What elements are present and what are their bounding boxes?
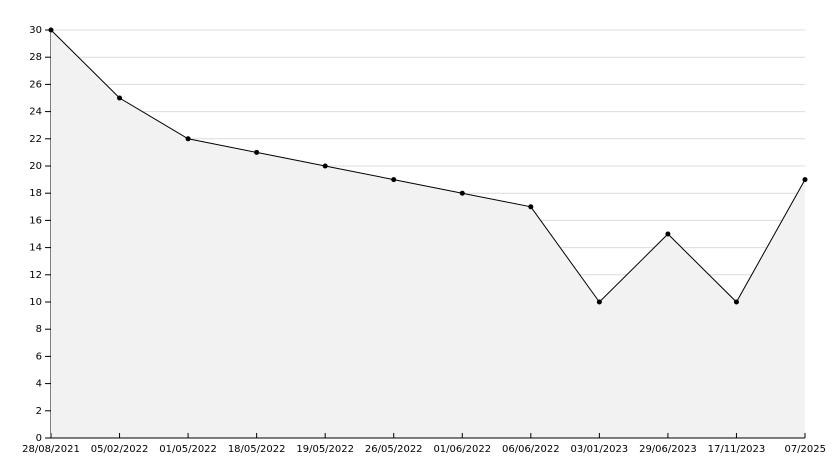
point-marker xyxy=(391,177,397,183)
point-marker xyxy=(185,136,191,142)
x-tick-label: 03/01/2023 xyxy=(571,444,629,455)
x-tick-label: 29/06/2023 xyxy=(639,444,697,455)
x-tick-label: 01/05/2022 xyxy=(159,444,217,455)
y-tick-label: 16 xyxy=(29,215,42,226)
point-marker xyxy=(254,149,260,155)
point-marker xyxy=(459,190,465,196)
point-marker xyxy=(117,95,123,101)
point-marker xyxy=(48,27,54,33)
point-marker xyxy=(665,231,671,237)
x-tick-label: 18/05/2022 xyxy=(228,444,286,455)
point-marker xyxy=(802,177,808,183)
point-marker xyxy=(322,163,328,169)
x-tick-label: 28/08/2021 xyxy=(22,444,80,455)
point-marker xyxy=(528,204,534,210)
x-tick-label: 19/05/2022 xyxy=(296,444,354,455)
x-tick-label: 26/05/2022 xyxy=(365,444,423,455)
y-tick-label: 30 xyxy=(29,25,42,36)
y-tick-label: 0 xyxy=(36,433,42,444)
x-tick-label: 06/06/2022 xyxy=(502,444,560,455)
x-tick-label: 01/06/2022 xyxy=(433,444,491,455)
point-marker xyxy=(733,299,739,305)
point-marker xyxy=(596,299,602,305)
area-fill xyxy=(51,30,805,438)
y-tick-label: 22 xyxy=(29,134,42,145)
y-tick-label: 28 xyxy=(29,52,42,63)
x-tick-label: 17/11/2023 xyxy=(708,444,766,455)
y-tick-label: 20 xyxy=(29,161,42,172)
y-tick-label: 24 xyxy=(29,107,42,118)
y-tick-label: 10 xyxy=(29,297,42,308)
y-tick-label: 8 xyxy=(36,324,42,335)
line xyxy=(50,29,806,303)
y-tick-label: 14 xyxy=(29,243,42,254)
y-tick-label: 12 xyxy=(29,270,42,281)
x-tick-label: 05/02/2022 xyxy=(91,444,149,455)
y-tick-label: 2 xyxy=(36,406,42,417)
x-tick-label: 07/2025 xyxy=(784,444,826,455)
y-tick-label: 4 xyxy=(36,379,42,390)
y-tick-label: 18 xyxy=(29,188,42,199)
y-tick-label: 6 xyxy=(36,351,42,362)
y-tick-label: 26 xyxy=(29,79,42,90)
